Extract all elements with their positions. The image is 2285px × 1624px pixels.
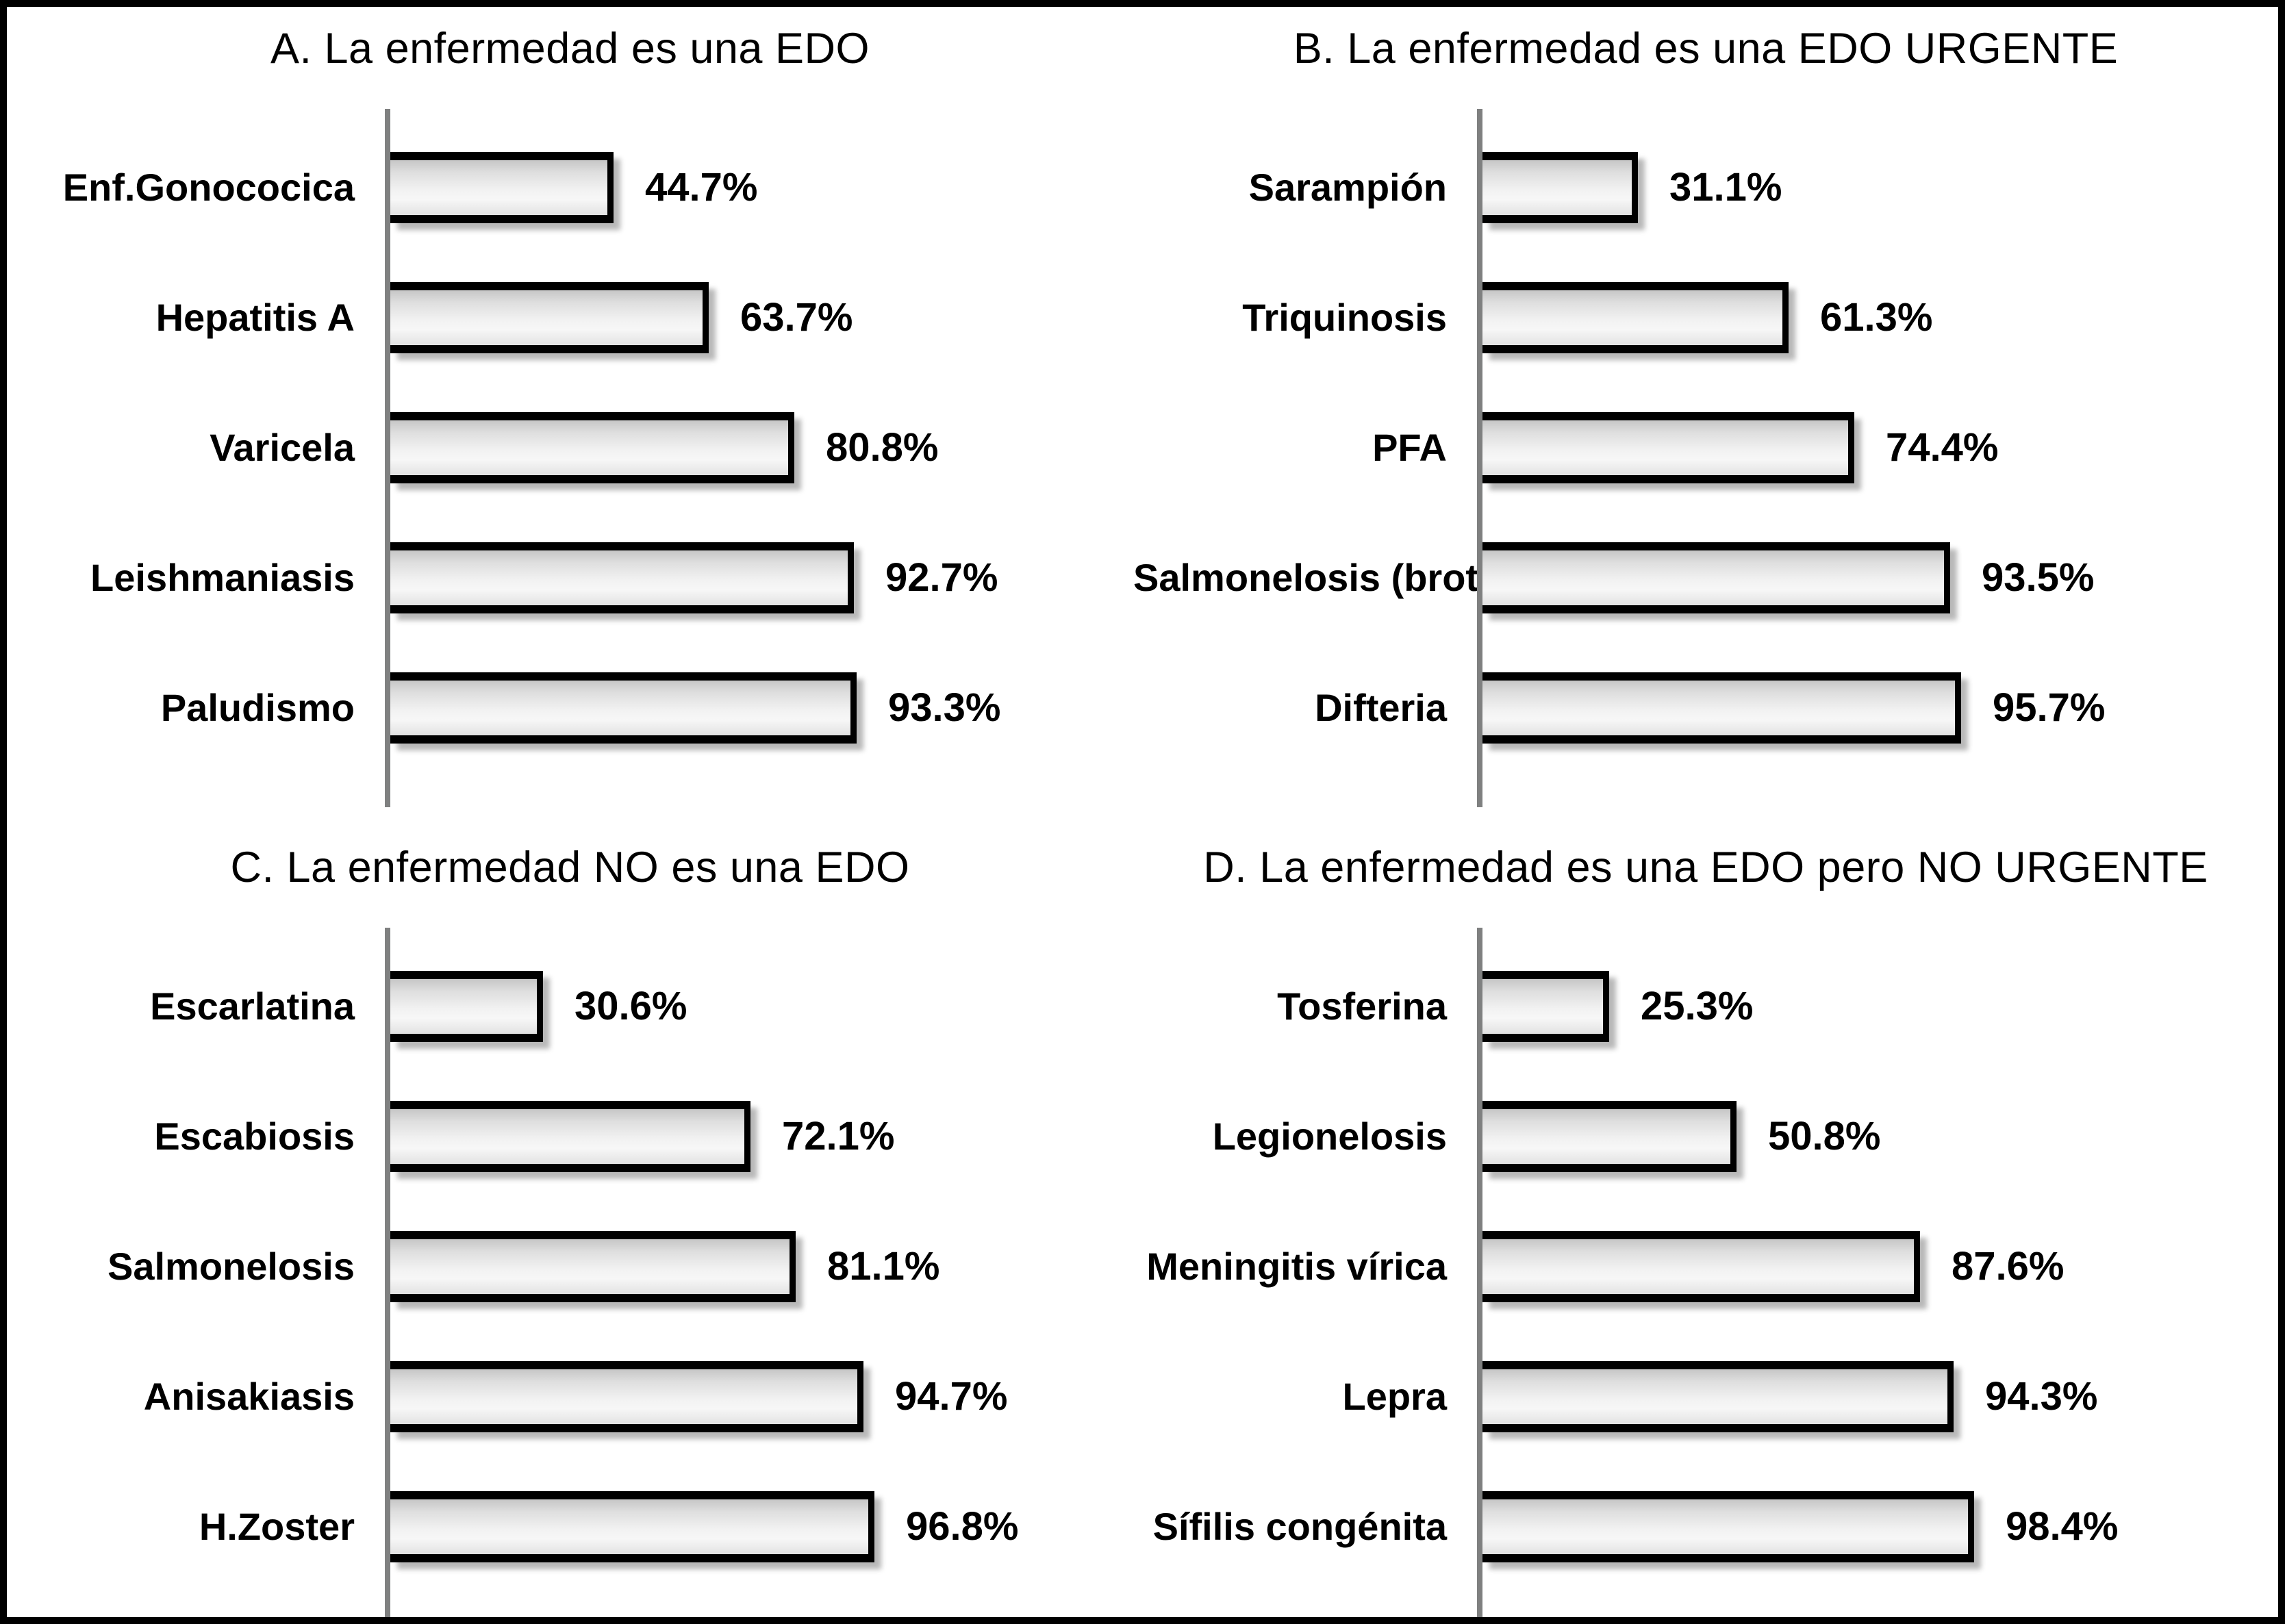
- bar-label: Meningitis vírica: [1146, 1245, 1447, 1289]
- bar-label: Hepatitis A: [155, 296, 355, 340]
- bar-label: Escabiosis: [154, 1115, 355, 1158]
- bar-row: Meningitis vírica 87.6%: [1133, 1202, 2278, 1332]
- bar-value: 72.1%: [782, 1114, 895, 1159]
- bar-value: 92.7%: [885, 555, 998, 600]
- bar-value: 81.1%: [827, 1244, 940, 1289]
- bar-label: Salmonelosis (brote): [1133, 556, 1513, 600]
- bar-value: 94.3%: [1985, 1374, 2098, 1419]
- bar-row: Enf.Gonococica 44.7%: [7, 123, 1133, 253]
- bar: [1482, 1360, 1954, 1432]
- panel-d-chart: Tosferina 25.3% Legionelosis 50.8% Menin…: [1133, 927, 2278, 1617]
- panel-d-axis-line: [1477, 927, 1482, 1617]
- bar-row: Hepatitis A 63.7%: [7, 253, 1133, 383]
- bar-row: Lepra 94.3%: [1133, 1332, 2278, 1462]
- bar: [390, 281, 709, 353]
- bar-label: Sífilis congénita: [1152, 1505, 1447, 1549]
- panel-b-chart: Sarampión 31.1% Triquinosis 61.3% PFA 74…: [1133, 108, 2278, 807]
- bar-row: PFA 74.4%: [1133, 383, 2278, 513]
- bar-label: H.Zoster: [199, 1505, 355, 1549]
- bar-value: 25.3%: [1641, 984, 1754, 1029]
- bar-value: 31.1%: [1669, 165, 1782, 210]
- bar-row: Legionelosis 50.8%: [1133, 1071, 2278, 1202]
- panel-d: D. La enfermedad es una EDO pero NO URGE…: [1133, 801, 2278, 1617]
- panel-a-axis-line: [385, 108, 390, 807]
- bar: [1482, 281, 1789, 353]
- bar-value: 74.4%: [1886, 425, 1999, 470]
- panel-c-title: C. La enfermedad NO es una EDO: [230, 843, 910, 891]
- bar-label: Tosferina: [1277, 985, 1447, 1028]
- panel-b-title: B. La enfermedad es una EDO URGENTE: [1293, 25, 2119, 73]
- panel-d-title: D. La enfermedad es una EDO pero NO URGE…: [1203, 843, 2208, 891]
- bar: [390, 1230, 796, 1302]
- bar-value: 93.3%: [888, 685, 1001, 731]
- bar-row: Paludismo 93.3%: [7, 643, 1133, 773]
- bar-row: Anisakiasis 94.7%: [7, 1332, 1133, 1462]
- bar-value: 95.7%: [1993, 685, 2106, 731]
- bar-row: Sarampión 31.1%: [1133, 123, 2278, 253]
- bar: [1482, 411, 1854, 483]
- bar-label: Paludismo: [160, 686, 355, 730]
- bar-row: Escarlatina 30.6%: [7, 941, 1133, 1071]
- bar-row: Difteria 95.7%: [1133, 643, 2278, 773]
- bar-value: 50.8%: [1768, 1114, 1881, 1159]
- bar: [390, 1360, 863, 1432]
- bar-value: 87.6%: [1952, 1244, 2065, 1289]
- bar-value: 80.8%: [826, 425, 939, 470]
- bar-value: 44.7%: [645, 165, 758, 210]
- panel-a-chart: Enf.Gonococica 44.7% Hepatitis A 63.7% V…: [7, 108, 1133, 807]
- bar: [390, 1100, 750, 1172]
- bar-value: 96.8%: [906, 1504, 1019, 1549]
- bar: [1482, 672, 1961, 744]
- bar: [1482, 1490, 1974, 1562]
- bar: [1482, 151, 1638, 223]
- bar-label: Anisakiasis: [143, 1375, 355, 1419]
- bar-value: 93.5%: [1982, 555, 2095, 600]
- bar: [390, 970, 543, 1042]
- bar-row: Triquinosis 61.3%: [1133, 253, 2278, 383]
- panel-a-title: A. La enfermedad es una EDO: [270, 25, 870, 73]
- bar-label: Difteria: [1315, 686, 1447, 730]
- bar-row: Varicela 80.8%: [7, 383, 1133, 513]
- bar-row: Salmonelosis 81.1%: [7, 1202, 1133, 1332]
- bar-row: Sífilis congénita 98.4%: [1133, 1462, 2278, 1592]
- bar-row: Salmonelosis (brote) 93.5%: [1133, 513, 2278, 643]
- bar-value: 63.7%: [740, 295, 853, 340]
- bar-label: Legionelosis: [1212, 1115, 1447, 1158]
- bar-label: Varicela: [210, 426, 355, 470]
- bar-row: H.Zoster 96.8%: [7, 1462, 1133, 1592]
- bar-label: Escarlatina: [150, 985, 355, 1028]
- bar: [390, 542, 854, 613]
- panel-b: B. La enfermedad es una EDO URGENTE Sara…: [1133, 7, 2278, 807]
- bar-value: 98.4%: [2006, 1504, 2119, 1549]
- panel-a: A. La enfermedad es una EDO Enf.Gonococi…: [7, 7, 1133, 807]
- bar: [390, 411, 794, 483]
- panel-b-axis-line: [1477, 108, 1482, 807]
- bar-value: 61.3%: [1820, 295, 1933, 340]
- bar: [390, 672, 857, 744]
- bar: [1482, 1230, 1920, 1302]
- bar: [1482, 542, 1950, 613]
- bar: [390, 151, 614, 223]
- bar-row: Leishmaniasis 92.7%: [7, 513, 1133, 643]
- bar-row: Tosferina 25.3%: [1133, 941, 2278, 1071]
- bar-value: 94.7%: [895, 1374, 1008, 1419]
- bar: [1482, 970, 1609, 1042]
- bar: [1482, 1100, 1737, 1172]
- bar-label: PFA: [1372, 426, 1447, 470]
- bar-label: Salmonelosis: [107, 1245, 355, 1289]
- bar-label: Leishmaniasis: [90, 556, 355, 600]
- bar-label: Sarampión: [1248, 166, 1447, 210]
- bar-value: 30.6%: [575, 984, 687, 1029]
- panel-c: C. La enfermedad NO es una EDO Escarlati…: [7, 801, 1133, 1617]
- bar-label: Triquinosis: [1242, 296, 1447, 340]
- panel-c-axis-line: [385, 927, 390, 1617]
- panel-c-chart: Escarlatina 30.6% Escabiosis 72.1% Salmo…: [7, 927, 1133, 1617]
- bar-label: Enf.Gonococica: [62, 166, 355, 210]
- bar: [390, 1490, 874, 1562]
- bar-row: Escabiosis 72.1%: [7, 1071, 1133, 1202]
- bar-label: Lepra: [1342, 1375, 1448, 1419]
